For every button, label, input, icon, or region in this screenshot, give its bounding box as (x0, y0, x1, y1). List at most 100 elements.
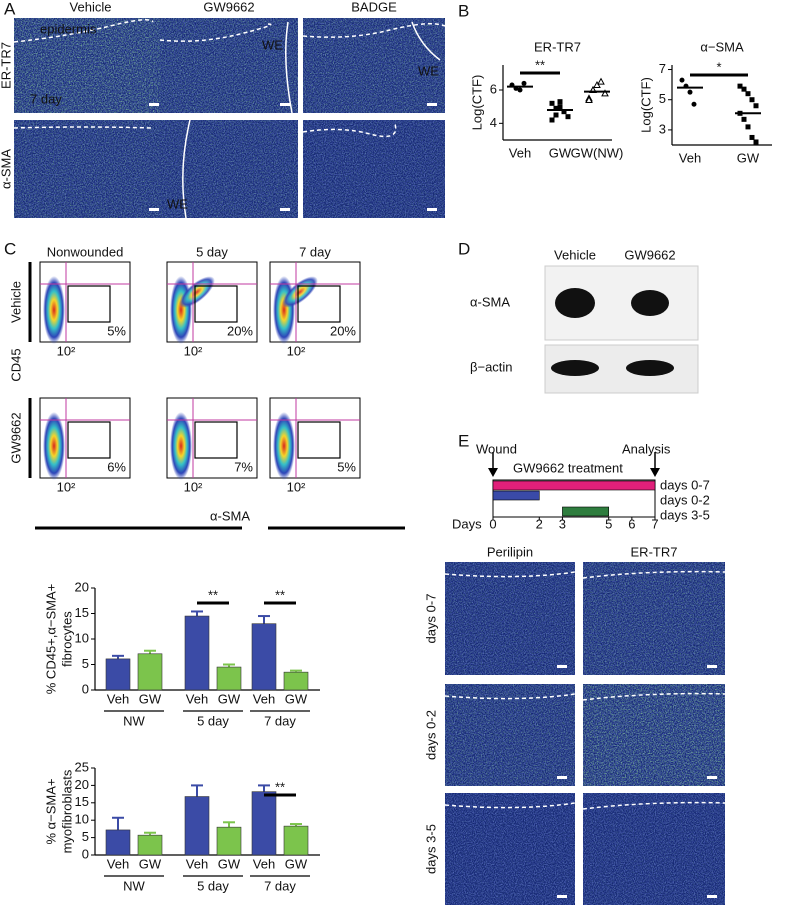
gate (67, 421, 111, 459)
x-tick-label: GW (549, 145, 572, 160)
data-point (593, 80, 601, 88)
bar (137, 834, 163, 856)
x-tick-label: 2 (536, 516, 543, 531)
gate-percentage: 5% (337, 459, 356, 474)
column-header: Vehicle (70, 0, 112, 14)
gate (194, 421, 238, 459)
y-axis-label: myofibroblasts (59, 769, 74, 853)
x-tick-label: Veh (186, 691, 208, 706)
row-label: α-SMA (470, 294, 510, 309)
epidermis-border (302, 123, 397, 138)
bar (251, 623, 277, 691)
data-point (753, 103, 759, 109)
row-label: ER-TR7 (0, 42, 13, 89)
y-tick-label: 5 (659, 91, 666, 106)
scale-bar (557, 776, 567, 779)
x-tick-label: GW (139, 856, 162, 871)
scale-bar (707, 776, 717, 779)
y-tick-label: 20 (75, 579, 89, 594)
axis-tick: 10² (184, 479, 203, 494)
density (273, 276, 295, 344)
chart-title: α−SMA (700, 39, 744, 54)
panel-label: D (458, 239, 470, 258)
scale-bar (280, 208, 290, 211)
x-tick-label: Veh (679, 150, 701, 165)
group-label: 5 day (197, 878, 229, 893)
y-axis-label: CD45 (8, 348, 23, 381)
bar (105, 658, 131, 691)
timeline-bar (492, 480, 656, 491)
row-label: α-SMA (0, 149, 13, 189)
y-tick-label: 4 (490, 115, 497, 130)
band (631, 290, 669, 316)
annotation: 7 day (30, 91, 62, 106)
wound-edge-line (411, 21, 441, 61)
y-tick-label: 0 (82, 681, 89, 696)
y-tick-label: 10 (75, 630, 89, 645)
micrograph-stain (583, 684, 725, 786)
significance-label: * (716, 59, 721, 74)
data-point (745, 124, 751, 130)
x-tick-label: GW (139, 691, 162, 706)
data-point (561, 109, 567, 115)
epidermis-border (444, 570, 726, 579)
y-tick-label: 15 (75, 605, 89, 620)
wound-edge-line (285, 21, 293, 114)
x-tick-label: Veh (186, 856, 208, 871)
axis-tick: 10² (57, 479, 76, 494)
x-axis-label: α-SMA (210, 508, 250, 523)
scale-bar (427, 103, 437, 106)
axis-tick: 10² (184, 343, 203, 358)
data-point (691, 101, 697, 107)
scale-bar (149, 103, 159, 106)
x-tick-label: Veh (509, 145, 531, 160)
epidermis-border (444, 801, 726, 810)
data-point (749, 134, 755, 140)
gate-percentage: 6% (107, 459, 126, 474)
y-axis-label: fibrocytes (59, 611, 74, 667)
gate (297, 421, 341, 459)
event-label: Analysis (622, 441, 671, 456)
x-tick-label: GW (285, 691, 308, 706)
x-tick-label: 5 (605, 516, 612, 531)
x-axis-label: Days (452, 516, 482, 531)
y-axis-label: % α−SMA+ (43, 778, 58, 844)
data-point (741, 116, 747, 122)
bar (283, 825, 309, 856)
x-tick-label: 3 (559, 516, 566, 531)
x-tick-label: Veh (253, 691, 275, 706)
epidermis-border (444, 692, 726, 701)
x-tick-label: GW (218, 691, 241, 706)
gate-percentage: 7% (234, 459, 253, 474)
timeline-label: days 3-5 (660, 507, 710, 522)
scale-bar (707, 665, 717, 668)
micrograph-stain (445, 684, 575, 786)
annotation: WE (418, 63, 439, 78)
group-label: 7 day (264, 713, 296, 728)
timeline-label: days 0-2 (660, 492, 710, 507)
treatment-label: GW9662 treatment (513, 460, 623, 475)
data-point (679, 77, 685, 83)
gate-percentage: 20% (227, 323, 253, 338)
x-tick-label: Veh (107, 856, 129, 871)
data-point (565, 114, 571, 120)
x-tick-label: Veh (107, 691, 129, 706)
timeline-bar (562, 506, 610, 517)
epidermis-border (302, 23, 446, 38)
micrograph-stain (583, 793, 725, 905)
micrograph-stain (445, 562, 575, 675)
micrograph-stain (583, 562, 725, 675)
data-point (557, 99, 563, 105)
column-header: GW9662 (624, 247, 675, 262)
column-header: ER-TR7 (631, 544, 678, 559)
y-tick-label: 5 (82, 829, 89, 844)
data-point (557, 104, 563, 110)
density (43, 412, 65, 480)
band (551, 360, 599, 376)
bar (251, 791, 277, 856)
x-tick-label: GW (737, 150, 760, 165)
data-point (753, 139, 759, 145)
y-axis-label: Log(CTF) (469, 75, 484, 131)
data-point (585, 95, 593, 103)
x-tick-label: 6 (628, 516, 635, 531)
